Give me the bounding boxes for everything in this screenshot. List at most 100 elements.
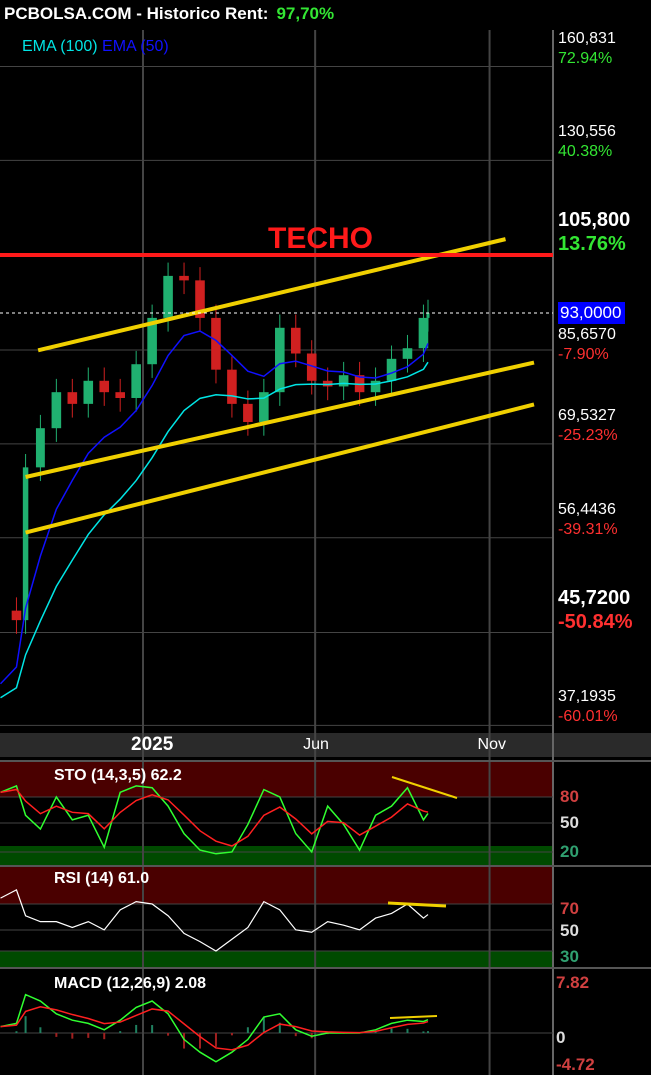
macd-divergence-line <box>389 1015 438 1019</box>
candle <box>195 280 205 318</box>
rsi-oversold-zone <box>0 951 553 967</box>
time-axis-bar <box>0 733 651 757</box>
trendline <box>25 360 535 479</box>
macd-histogram-bar <box>135 1024 138 1033</box>
legend-ema50: EMA (50) <box>102 38 169 55</box>
macd-histogram-bar <box>183 1033 186 1049</box>
macd-histogram-bar <box>427 1031 429 1033</box>
candle <box>163 275 173 318</box>
indicator-level-label: 0 <box>556 1028 566 1047</box>
macd-histogram-bar <box>55 1033 58 1037</box>
rsi-line <box>0 889 429 952</box>
price-label: 160,831 <box>558 29 616 47</box>
ema-50-line <box>0 330 429 685</box>
candle <box>11 610 22 621</box>
rent-value: 97,70% <box>276 4 335 23</box>
indicator-level-label: 80 <box>560 787 579 806</box>
macd-histogram-bar <box>15 1031 18 1033</box>
candle <box>322 380 333 387</box>
price-label: 45,7200 <box>558 586 631 609</box>
percent-label: 13.76% <box>558 233 626 255</box>
indicator-label: RSI (14) 61.0 <box>54 870 150 887</box>
candle <box>51 392 62 429</box>
price-label: 56,4436 <box>558 500 616 518</box>
macd-histogram-bar <box>71 1033 74 1039</box>
candle <box>418 317 429 349</box>
time-tick-label: Jun <box>303 736 329 753</box>
macd-histogram-bar <box>230 1033 233 1036</box>
macd-histogram-bar <box>294 1033 297 1037</box>
macd-histogram-bar <box>278 1022 281 1033</box>
macd-histogram-bar <box>87 1033 90 1038</box>
macd-histogram-bar <box>167 1033 170 1036</box>
price-label: 105,800 <box>558 209 631 231</box>
percent-label: -25.23% <box>558 426 618 444</box>
candle <box>338 375 349 387</box>
percent-label: -7.90% <box>558 346 609 364</box>
macd-histogram-bar <box>199 1033 201 1049</box>
sto-oversold-zone <box>0 846 553 866</box>
ema-100-line <box>0 361 429 699</box>
candle <box>402 348 413 359</box>
candle <box>211 317 221 370</box>
macd-histogram-bar <box>406 1028 409 1033</box>
indicator-label: STO (14,3,5) 62.2 <box>54 767 182 784</box>
candle <box>290 327 301 354</box>
chart-title: PCBOLSA.COM - Historico Rent: 97,70% <box>4 4 334 24</box>
candle <box>83 380 94 404</box>
indicator-level-label: 20 <box>560 842 579 861</box>
macd-histogram-bar <box>374 1031 377 1033</box>
sto-divergence-line <box>391 776 458 799</box>
title-text: PCBOLSA.COM - Historico Rent: <box>4 4 269 23</box>
percent-label: 72.94% <box>558 49 613 67</box>
macd-histogram-bar <box>39 1027 42 1033</box>
legend-ema100: EMA (100) <box>22 38 98 55</box>
price-label: 130,556 <box>558 123 616 141</box>
rsi-overbought-zone <box>0 866 553 904</box>
trendline <box>37 237 506 353</box>
candle <box>179 275 189 281</box>
percent-label: -39.31% <box>558 520 618 538</box>
candle <box>243 403 253 422</box>
candle <box>306 353 317 381</box>
last-price-badge: 93,0000 <box>558 302 626 325</box>
candle <box>275 327 285 393</box>
macd-histogram-bar <box>214 1033 217 1047</box>
trendline <box>25 402 535 535</box>
macd-line <box>0 993 429 1063</box>
candle <box>67 392 78 404</box>
candle <box>22 467 29 621</box>
sto-overbought-zone <box>0 762 553 797</box>
indicator-level-label: -4.72 <box>556 1055 595 1074</box>
rsi-divergence-line <box>387 901 447 908</box>
candle <box>35 428 45 468</box>
time-tick-label: Nov <box>477 736 506 753</box>
indicator-level-label: 30 <box>560 947 579 966</box>
macd-signal-line <box>0 1005 429 1051</box>
macd-histogram-bar <box>262 1017 265 1033</box>
percent-label: 40.38% <box>558 143 613 161</box>
macd-histogram-bar <box>422 1031 425 1033</box>
techo-annotation: TECHO <box>268 222 373 255</box>
sto-d-line <box>0 788 429 847</box>
macd-histogram-bar <box>24 1016 27 1033</box>
macd-histogram-bar <box>103 1033 106 1040</box>
candle <box>370 380 381 393</box>
legend: EMA (100) EMA (50) <box>22 38 169 56</box>
indicator-level-label: 7.82 <box>556 973 590 992</box>
sto-k-line <box>0 784 429 855</box>
price-label: 69,5327 <box>558 406 616 424</box>
candle <box>426 313 430 318</box>
percent-label: -50.84% <box>558 610 633 633</box>
indicator-level-label: 50 <box>560 813 579 832</box>
macd-histogram-bar <box>151 1025 154 1033</box>
candle <box>147 317 157 365</box>
price-label: 37,1935 <box>558 688 616 706</box>
percent-label: -60.01% <box>558 708 618 726</box>
candle <box>227 369 237 404</box>
price-label: 85,6570 <box>558 326 616 344</box>
candle <box>131 364 141 398</box>
time-tick-label: 2025 <box>131 734 174 755</box>
macd-histogram-bar <box>390 1028 393 1033</box>
